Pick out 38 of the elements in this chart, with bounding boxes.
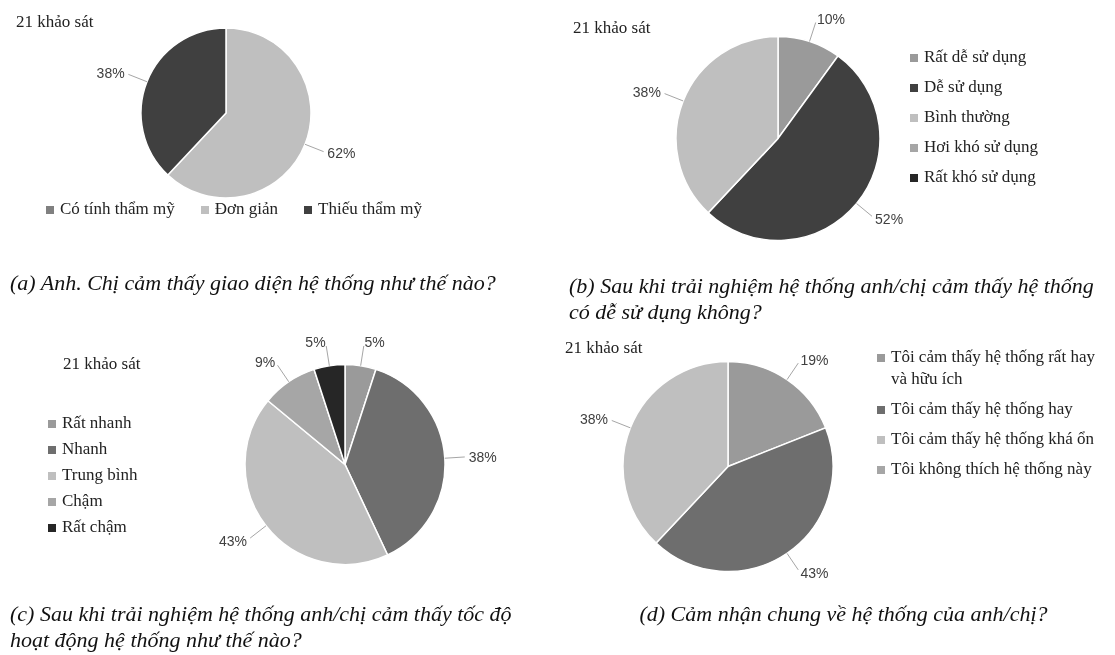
legend-label: Tôi cảm thấy hệ thống rất hay và hữu ích — [891, 346, 1096, 390]
legend-label: Bình thường — [924, 106, 1010, 128]
data-label: 38% — [468, 448, 497, 465]
text: (b) Sau khi trải nghiệm hệ thống anh/chị cảm thấy hệ thống có dễ sử dụng không? — [569, 273, 1095, 325]
data-label: 38% — [96, 64, 125, 81]
chart-subtitle: 21 khảo sát — [16, 12, 94, 32]
chart-subtitle: 21 khảo sát — [573, 18, 651, 38]
data-label: 5% — [364, 334, 385, 351]
data-label: 43% — [800, 565, 829, 582]
data-label: 52% — [875, 210, 904, 227]
chart-subtitle: 21 khảo sát — [565, 338, 643, 358]
legend-label: Nhanh — [62, 438, 108, 460]
data-label: 10% — [816, 10, 845, 27]
legend-label: Thiếu thẩm mỹ — [318, 198, 422, 220]
legend-label: Đơn giản — [214, 198, 279, 220]
text: (d) Cảm nhận chung về hệ thống của anh/chị? — [638, 601, 1049, 627]
text: (a) Anh. Chị cảm thấy giao diện hệ thống như thế nào? — [10, 270, 497, 296]
legend-label: Trung bình — [62, 464, 138, 486]
legend-label: Tôi cảm thấy hệ thống hay — [891, 398, 1073, 420]
legend-label: Chậm — [62, 490, 103, 512]
legend-label: Rất chậm — [62, 516, 127, 538]
legend-label: Tôi không thích hệ thống này — [891, 458, 1092, 480]
data-label: 5% — [305, 334, 326, 351]
legend-label: Rất nhanh — [62, 412, 132, 434]
text: (c) Sau khi trải nghiệm hệ thống anh/chị cảm thấy tốc độ hoạt động hệ thống như thế nào? — [10, 601, 513, 653]
text: 21 khảo sát — [63, 354, 141, 374]
data-label: 43% — [218, 532, 248, 549]
legend-label: Dễ sử dụng — [924, 76, 1003, 98]
data-label: 19% — [800, 351, 829, 368]
data-label: 38% — [632, 84, 661, 101]
data-label: 9% — [255, 353, 276, 370]
legend-label: Tôi cảm thấy hệ thống khá ổn — [891, 428, 1095, 450]
legend-label: Rất dễ sử dụng — [924, 46, 1027, 68]
data-label: 62% — [327, 145, 356, 162]
data-label: 38% — [580, 411, 609, 428]
legend-label: Hơi khó sử dụng — [924, 136, 1039, 158]
legend-label: Rất khó sử dụng — [924, 166, 1036, 188]
legend-label: Có tính thẩm mỹ — [60, 198, 175, 220]
